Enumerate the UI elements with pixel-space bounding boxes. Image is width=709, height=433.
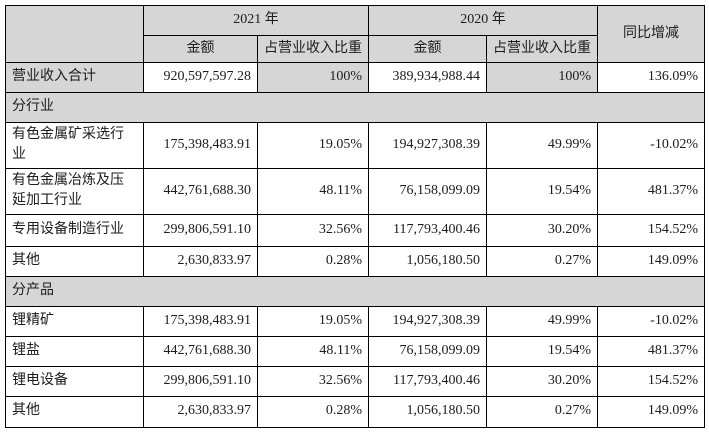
section-title: 分行业 [5, 92, 705, 123]
table-row: 专用设备制造行业 299,806,591.10 32.56% 117,793,4… [5, 213, 705, 247]
ratio-2021-cell: 19.05% [257, 305, 369, 337]
yoy-cell: 136.09% [597, 62, 705, 93]
year-2020-header: 2020 年 [368, 5, 598, 36]
header-row-metrics: 金额 占营业收入比重 金额 占营业收入比重 [6, 35, 705, 63]
yoy-cell: 154.52% [597, 213, 705, 247]
ratio-2020-cell: 49.99% [486, 122, 598, 169]
ratio-2021-cell: 32.56% [257, 213, 369, 247]
ratio-2020-cell: 19.54% [486, 335, 598, 367]
amount-2020-cell: 76,158,099.09 [368, 335, 487, 367]
ratio-2020-cell: 30.20% [486, 213, 598, 247]
row-label: 其他 [5, 245, 144, 277]
row-label: 锂盐 [5, 335, 144, 367]
table-row: 锂盐 442,761,688.30 48.11% 76,158,099.09 1… [5, 335, 705, 367]
row-label: 其他 [5, 395, 144, 428]
year-2021-header: 2021 年 [143, 5, 369, 36]
amount-2020-cell: 194,927,308.39 [368, 305, 487, 337]
amount-2020-cell: 76,158,099.09 [368, 167, 487, 215]
ratio-2020-cell: 19.54% [486, 167, 598, 215]
table-row: 其他 2,630,833.97 0.28% 1,056,180.50 0.27%… [5, 245, 705, 277]
ratio-2021-header: 占营业收入比重 [257, 35, 369, 63]
ratio-2021-cell: 100% [257, 62, 369, 93]
yoy-cell: 154.52% [597, 365, 705, 397]
amount-2020-cell: 194,927,308.39 [368, 122, 487, 169]
yoy-cell: 149.09% [597, 245, 705, 277]
ratio-2020-cell: 0.27% [486, 395, 598, 428]
row-label: 有色金属矿采选行业 [5, 122, 144, 169]
row-label: 有色金属冶炼及压延加工行业 [5, 167, 144, 215]
row-label: 营业收入合计 [5, 62, 144, 93]
table-row: 有色金属冶炼及压延加工行业 442,761,688.30 48.11% 76,1… [5, 167, 705, 215]
amount-2020-cell: 117,793,400.46 [368, 213, 487, 247]
ratio-2021-cell: 19.05% [257, 122, 369, 169]
ratio-2020-cell: 49.99% [486, 305, 598, 337]
amount-2020-cell: 1,056,180.50 [368, 245, 487, 277]
row-label: 专用设备制造行业 [5, 213, 144, 247]
table-row: 有色金属矿采选行业 175,398,483.91 19.05% 194,927,… [5, 122, 705, 169]
section-band-industry: 分行业 [5, 92, 705, 123]
yoy-header: 同比增减 [597, 5, 705, 63]
ratio-2021-cell: 0.28% [257, 395, 369, 428]
amount-2021-cell: 920,597,597.28 [143, 62, 258, 93]
revenue-breakdown-table: 2021 年 2020 年 同比增减 金额 占营业收入比重 金额 占营业收入比重… [5, 5, 705, 428]
ratio-2021-cell: 48.11% [257, 167, 369, 215]
yoy-cell: 481.37% [597, 335, 705, 367]
header-row-years: 2021 年 2020 年 同比增减 [5, 5, 705, 63]
amount-2021-cell: 442,761,688.30 [143, 335, 258, 367]
corner-blank-cell [5, 5, 144, 63]
section-band-product: 分产品 [5, 275, 705, 307]
table-row: 其他 2,630,833.97 0.28% 1,056,180.50 0.27%… [5, 395, 705, 428]
section-title: 分产品 [5, 275, 705, 307]
yoy-cell: 481.37% [597, 167, 705, 215]
amount-2021-cell: 442,761,688.30 [143, 167, 258, 215]
row-label: 锂电设备 [5, 365, 144, 397]
amount-2020-cell: 117,793,400.46 [368, 365, 487, 397]
amount-2021-cell: 2,630,833.97 [143, 245, 258, 277]
ratio-2021-cell: 0.28% [257, 245, 369, 277]
ratio-2020-cell: 30.20% [486, 365, 598, 397]
amount-2020-header: 金额 [368, 35, 487, 63]
amount-2020-cell: 1,056,180.50 [368, 395, 487, 428]
amount-2021-cell: 2,630,833.97 [143, 395, 258, 428]
row-label: 锂精矿 [5, 305, 144, 337]
amount-2021-cell: 299,806,591.10 [143, 365, 258, 397]
ratio-2020-header: 占营业收入比重 [486, 35, 598, 63]
amount-2021-cell: 175,398,483.91 [143, 122, 258, 169]
ratio-2020-cell: 0.27% [486, 245, 598, 277]
table-row-total: 营业收入合计 920,597,597.28 100% 389,934,988.4… [5, 62, 705, 93]
amount-2021-header: 金额 [143, 35, 258, 63]
ratio-2021-cell: 48.11% [257, 335, 369, 367]
yoy-cell: -10.02% [597, 122, 705, 169]
table-row: 锂电设备 299,806,591.10 32.56% 117,793,400.4… [5, 365, 705, 397]
ratio-2021-cell: 32.56% [257, 365, 369, 397]
amount-2021-cell: 175,398,483.91 [143, 305, 258, 337]
yoy-cell: 149.09% [597, 395, 705, 428]
amount-2020-cell: 389,934,988.44 [368, 62, 487, 93]
ratio-2020-cell: 100% [486, 62, 598, 93]
yoy-cell: -10.02% [597, 305, 705, 337]
amount-2021-cell: 299,806,591.10 [143, 213, 258, 247]
table-row: 锂精矿 175,398,483.91 19.05% 194,927,308.39… [5, 305, 705, 337]
